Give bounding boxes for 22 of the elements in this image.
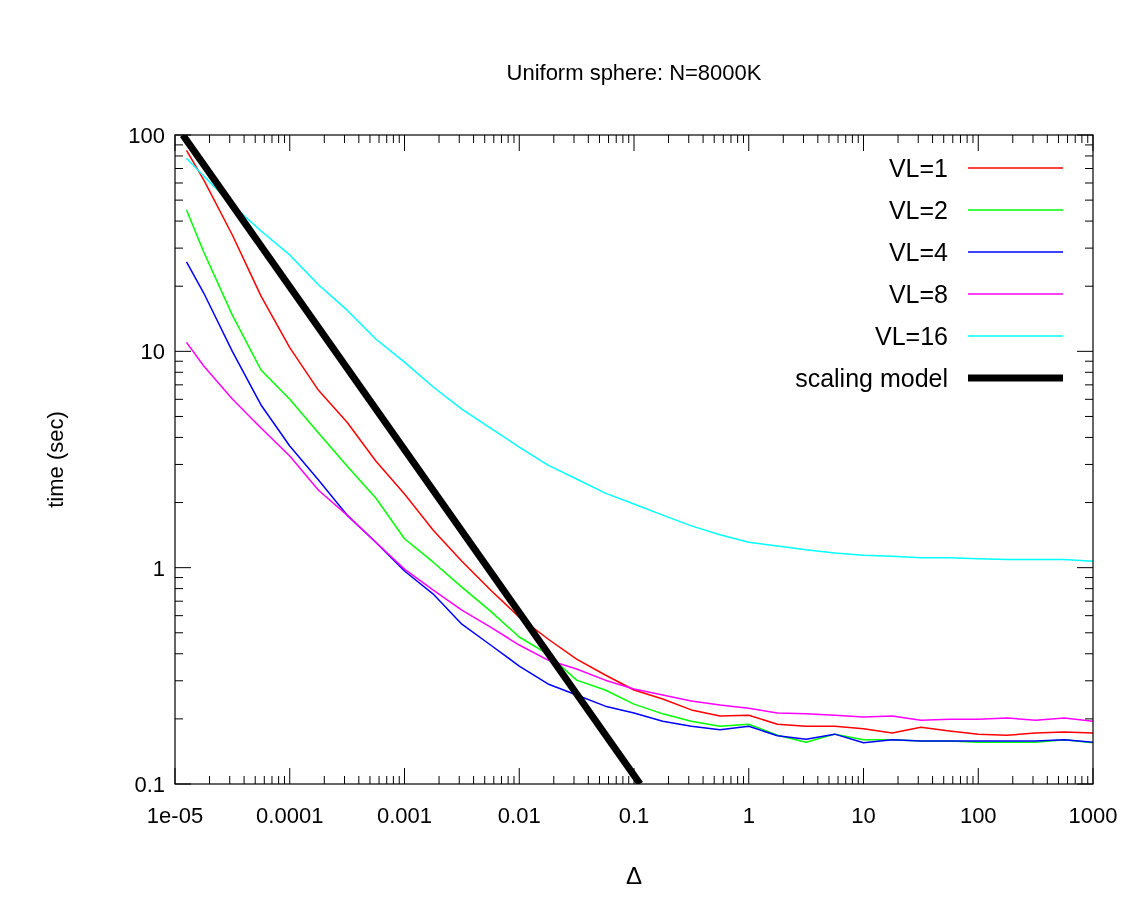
x-tick-label: 0.1 <box>618 803 650 828</box>
x-tick-label: 0.01 <box>497 803 541 828</box>
x-tick-label: 10 <box>851 803 876 828</box>
x-tick-label: 0.001 <box>376 803 433 828</box>
x-tick-label: 0.0001 <box>256 803 324 828</box>
y-tick-label: 10 <box>140 339 165 365</box>
y-axis-title: time (sec) <box>43 411 68 508</box>
legend-label: VL=4 <box>888 238 949 266</box>
x-axis-title: Δ <box>625 862 643 889</box>
y-tick-label: 100 <box>128 123 165 148</box>
legend-label: VL=2 <box>888 196 948 224</box>
x-tick-label: 1000 <box>1068 803 1118 828</box>
legend-label: scaling model <box>795 364 948 392</box>
y-tick-label: 0.1 <box>134 772 165 797</box>
legend-label: VL=16 <box>875 322 948 350</box>
x-tick-label: 100 <box>959 803 997 828</box>
legend-label: VL=1 <box>888 154 948 182</box>
x-tick-label: 1 <box>742 803 755 828</box>
x-tick-label: 1e-05 <box>146 803 204 828</box>
y-tick-label: 1 <box>152 555 165 581</box>
legend-label: VL=8 <box>888 280 948 308</box>
chart-title: Uniform sphere: N=8000K <box>506 60 762 85</box>
